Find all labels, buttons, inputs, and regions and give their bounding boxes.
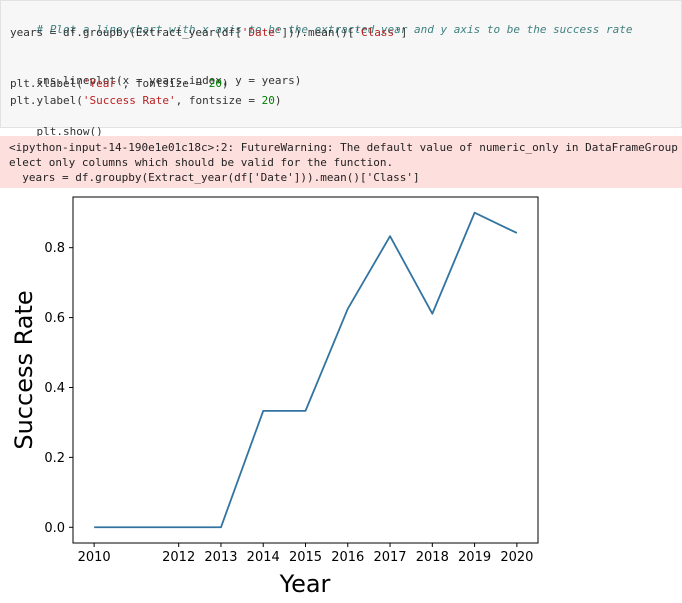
code-token: plt.ylabel(	[10, 94, 83, 107]
code-cell[interactable]: # Plot a line chart with x axis to be th…	[0, 0, 682, 138]
code-comment: # Plot a line chart with x axis to be th…	[36, 23, 633, 36]
code-token: sns.lineplot(x = years.index, y = years)	[36, 74, 302, 87]
code-line-comment: # Plot a line chart with x axis to be th…	[10, 9, 633, 51]
x-tick-label: 2012	[162, 550, 195, 565]
code-string: 'Class'	[354, 26, 401, 39]
code-token: years = df.groupby(Extract_year(df[	[10, 26, 242, 39]
stderr-line: elect only columns which should be valid…	[9, 156, 394, 169]
axes-frame	[72, 196, 539, 544]
x-tick-label: 2020	[500, 550, 533, 565]
line-chart: 2010 2012 2013 2014 2015 2016 2017 2018 2019 2020…	[10, 196, 539, 598]
x-tick-label: 2013	[204, 550, 237, 565]
x-tick-label: 2014	[247, 550, 280, 565]
stderr-output: <ipython-input-14-190e1e01c18c>:2: Futur…	[0, 136, 682, 188]
plot-area: 2010 2012 2013 2014 2015 2016 2017 2018 2019 2020…	[44, 196, 539, 565]
code-line-groupby: years = df.groupby(Extract_year(df['Date…	[10, 26, 407, 40]
code-token: , fontsize =	[175, 94, 262, 107]
code-number: 20	[261, 94, 275, 107]
x-tick-label: 2016	[331, 550, 364, 565]
x-tick-label: 2019	[458, 550, 491, 565]
x-tick-label: 2010	[78, 550, 111, 565]
y-tick-label: 0.4	[44, 381, 65, 396]
x-tick-label: 2015	[289, 550, 322, 565]
code-token: )	[274, 94, 282, 107]
code-line-show: plt.show()	[10, 111, 103, 153]
x-tick-label: 2017	[373, 550, 406, 565]
code-number: 20	[208, 77, 222, 90]
y-axis-label: Success Rate	[10, 290, 38, 449]
code-token: plt.show()	[36, 125, 103, 138]
y-tick-label: 0.2	[44, 451, 65, 466]
code-string: 'Date'	[241, 26, 282, 39]
code-token: plt.xlabel(	[10, 77, 83, 90]
code-string: 'Success Rate'	[82, 94, 176, 107]
code-string: 'Year'	[82, 77, 123, 90]
code-line-xlabel: plt.xlabel('Year', fontsize = 20)	[10, 77, 229, 91]
x-tick-label: 2018	[416, 550, 449, 565]
code-token: )	[221, 77, 229, 90]
code-token: , fontsize =	[122, 77, 209, 90]
code-token: ])).mean()[	[281, 26, 355, 39]
y-tick-label: 0.6	[44, 311, 65, 326]
x-axis-label: Year	[279, 570, 331, 598]
stderr-line: years = df.groupby(Extract_year(df['Date…	[9, 171, 420, 184]
stderr-line: <ipython-input-14-190e1e01c18c>:2: Futur…	[9, 141, 678, 154]
series-line	[94, 211, 518, 529]
y-tick-label: 0.8	[44, 241, 65, 256]
code-line-ylabel: plt.ylabel('Success Rate', fontsize = 20…	[10, 94, 282, 108]
code-token: ]	[400, 26, 408, 39]
code-line-lineplot: sns.lineplot(x = years.index, y = years)	[10, 60, 302, 102]
y-tick-label: 0.0	[44, 521, 65, 536]
